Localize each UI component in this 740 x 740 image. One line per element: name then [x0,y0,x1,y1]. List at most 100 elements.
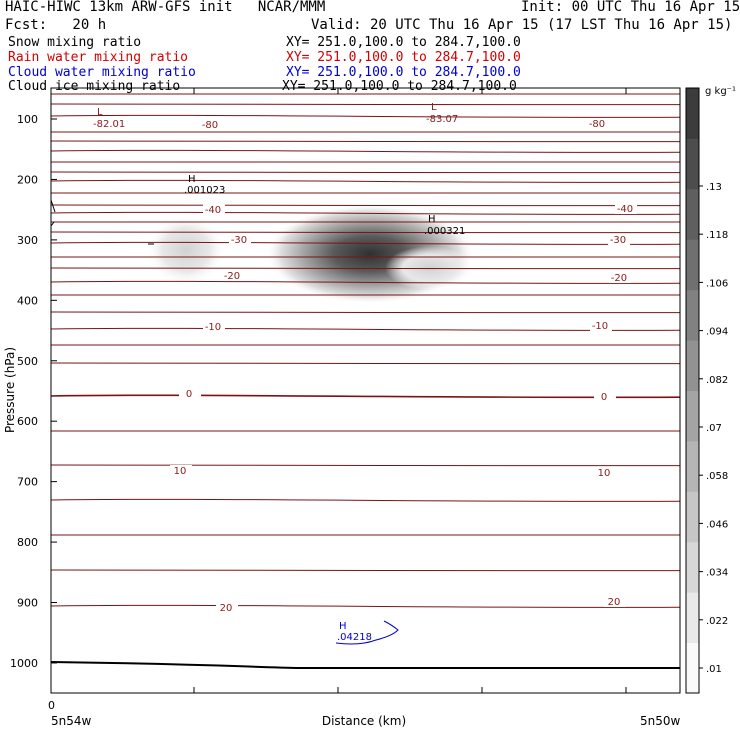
temperature-isotherm [50,149,681,153]
cloud-water-contour [335,620,399,645]
colorbar: .01 .022 .034 .046 .058 .07 .082 .094 .106 .118 .1… [686,88,728,694]
temperature-isotherm [50,362,681,365]
contour-label: 20 [220,603,233,614]
contour-label-bg [203,321,225,332]
surface-line [50,661,680,669]
colorbar-swatch [686,88,699,139]
high-value-ice: .000321 [424,226,465,237]
temperature-contours: -80 -80 -40 -40 -30 -30 -20 -20 -10 -10 0 0 10 10 20 20 [50,93,681,669]
temperature-isotherm [50,267,681,270]
low-value-right: -83.07 [426,114,458,125]
colorbar-swatch [686,491,699,543]
contour-label-bg [222,270,244,281]
field-cloud-water-xy: XY= 251.0,100.0 to 284.7,100.0 [286,65,521,80]
colorbar-label: .13 [706,182,722,193]
contour-label-bg [615,203,637,214]
high-value-snow: .001023 [184,185,225,196]
temperature-isotherm [50,114,681,118]
contour-label-bg [200,119,222,130]
colorbar-unit: g kg⁻¹ [705,86,736,97]
colorbar-label: .106 [706,278,728,289]
colorbar-swatch [686,289,699,341]
contour-label: 10 [598,468,611,479]
high-marker-ice: H [428,214,436,225]
contour-label: 0 [601,392,607,403]
low-value-left: -82.01 [93,119,125,130]
high-value-cloud-water: .04218 [337,632,372,643]
x-axis-label: Distance (km) [322,714,406,728]
temperature-isotherm [50,498,681,502]
temperature-isotherm [50,311,681,314]
contour-label-bg [229,234,251,245]
colorbar-label: .022 [706,616,728,627]
model-title: HAIC-HIWC 13km ARW-GFS init NCAR/MMM [5,0,326,15]
colorbar-swatch [686,440,699,492]
colorbar-label: .118 [706,230,728,241]
y-tick-label: 800 [17,536,38,549]
contour-label-bg [608,234,630,245]
colorbar-swatch [686,239,699,291]
cloud-ice-secondary [146,214,226,286]
contour-label: -10 [592,321,608,332]
colorbar-swatch [686,592,699,644]
contour-label: -40 [617,204,633,215]
colorbar-label: .046 [706,519,728,530]
y-tick-label: 600 [17,415,38,428]
y-tick-label: 900 [17,597,38,610]
colorbar-swatch [686,188,699,240]
field-cloud-ice-name: Cloud ice mixing ratio [8,79,181,94]
contour-label-bg [216,602,238,613]
colorbar-swatch [686,340,699,391]
temperature-isotherm [50,464,681,467]
high-marker-cloud-water: H [339,621,347,632]
colorbar-label: .094 [706,327,728,338]
temperature-isotherm [50,140,681,143]
colorbar-label: .07 [706,423,722,434]
high-marker-snow: H [188,174,196,185]
colorbar-swatch [686,138,699,190]
contour-label-bg [590,320,612,331]
x-left-label: 5n54w [51,714,92,728]
y-tick-label: 100 [17,113,38,126]
init-time: Init: 00 UTC Thu 16 Apr 15 [521,0,740,15]
temperature-isotherm [50,604,681,608]
contour-label: 0 [186,389,192,400]
field-cloud-water-name: Cloud water mixing ratio [8,65,196,80]
temperature-isotherm [50,394,681,399]
temperature-isotherm [50,280,681,284]
contour-label-bg [594,391,616,402]
temperature-isotherm [50,179,681,183]
contour-label: -80 [202,120,218,131]
field-snow-name: Snow mixing ratio [8,35,142,50]
colorbar-label: .058 [706,471,728,482]
field-cloud-ice-xy: XY= 251.0,100.0 to 284.7,100.0 [282,79,517,94]
forecast-hour: Fcst: 20 h [5,17,107,33]
contour-label: -30 [231,235,247,246]
contour-label-bg [170,465,192,476]
valid-time: Valid: 20 UTC Thu 16 Apr 15 (17 LST Thu … [311,17,733,33]
x-zero-label: 0 [48,699,55,712]
x-right-label: 5n50w [640,714,681,728]
temperature-isotherm [50,171,681,174]
contour-label-bg [604,596,626,607]
contour-label-bg [179,388,201,399]
snow-contour-fragment [50,199,154,245]
y-tick-label: 700 [17,476,38,489]
low-marker-left: L [97,107,103,118]
colorbar-swatch [686,642,699,694]
y-tick-label: 400 [17,294,38,307]
field-snow-xy: XY= 251.0,100.0 to 284.7,100.0 [286,35,521,50]
contour-label: -80 [589,119,605,130]
temperature-isotherm [50,204,681,207]
plot-frame [50,87,681,694]
low-marker-right: L [431,102,437,113]
contour-label-bg [609,272,631,283]
contour-label: -30 [610,235,626,246]
contour-label: 20 [608,597,621,608]
contour-label-bg [594,467,616,478]
y-tick-label: 500 [17,355,38,368]
temperature-isotherm [50,569,681,572]
contour-label-bg [203,204,225,215]
